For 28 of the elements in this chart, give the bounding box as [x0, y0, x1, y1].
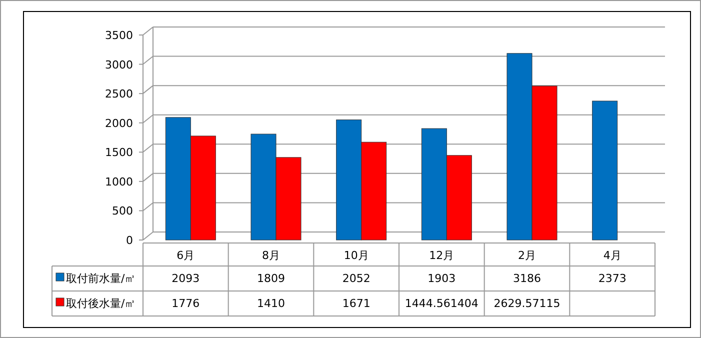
data-label: 2629.57115 [494, 297, 560, 310]
legend-label: 取付前水量/㎥ [66, 272, 136, 285]
y-tick-label: 0 [126, 234, 133, 247]
y-tick-label: 500 [112, 204, 133, 218]
bar [592, 100, 618, 240]
y-tick-label: 3000 [105, 58, 133, 72]
x-tick-label: 8月 [262, 249, 280, 262]
x-tick-label: 6月 [176, 249, 195, 262]
data-label: 1671 [342, 297, 370, 310]
y-tick-label: 1000 [105, 175, 133, 188]
x-tick-label: 10月 [344, 249, 369, 262]
x-tick-label: 12月 [429, 249, 454, 262]
x-tick-label: 2月 [518, 249, 536, 262]
data-label: 3186 [513, 272, 541, 285]
y-tick-label: 3500 [105, 29, 133, 42]
data-label: 1410 [257, 297, 285, 310]
data-label: 2373 [598, 272, 626, 285]
legend-label: 取付後水量/㎥ [66, 297, 136, 310]
data-label: 1903 [428, 272, 456, 285]
data-label: 2052 [342, 272, 370, 285]
y-tick-label: 2500 [105, 88, 133, 101]
data-label: 1776 [172, 297, 200, 310]
y-tick-label: 1500 [105, 146, 133, 160]
data-label: 1809 [257, 272, 285, 285]
data-label: 2093 [172, 272, 200, 285]
data-label: 1444.561404 [404, 297, 478, 310]
x-tick-label: 4月 [603, 249, 622, 262]
y-tick-label: 2000 [105, 116, 133, 130]
